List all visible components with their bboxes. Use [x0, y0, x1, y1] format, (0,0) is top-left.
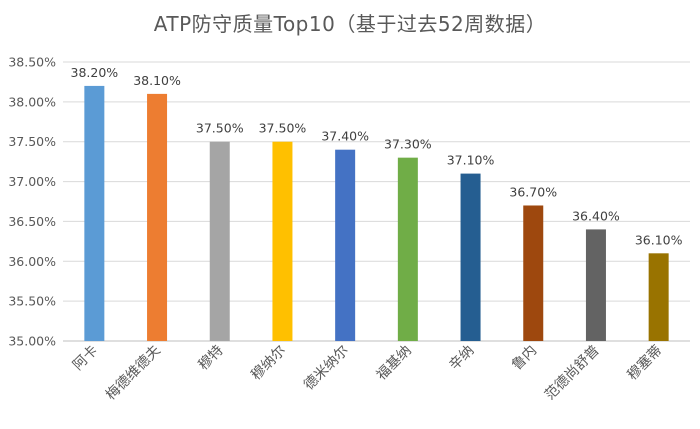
y-tick-label: 36.00% — [8, 254, 56, 269]
bar — [523, 205, 544, 341]
y-tick-label: 35.00% — [8, 334, 56, 349]
bar — [147, 93, 168, 341]
y-tick-label: 36.50% — [8, 214, 56, 229]
data-label: 37.40% — [321, 129, 369, 144]
data-label: 37.50% — [259, 121, 307, 136]
y-tick-label: 37.00% — [8, 174, 56, 189]
data-label: 36.40% — [572, 208, 620, 223]
data-label: 36.10% — [635, 232, 683, 247]
y-tick-label: 37.50% — [8, 134, 56, 149]
y-tick-label: 35.50% — [8, 294, 56, 309]
bar — [84, 85, 105, 342]
bar — [585, 229, 606, 341]
x-tick-label: 穆纳尔 — [248, 343, 289, 384]
x-tick-label: 穆塞蒂 — [624, 342, 666, 384]
x-tick-label: 梅德维德夫 — [103, 343, 164, 404]
y-tick-label: 38.50% — [8, 55, 56, 70]
data-labels: 38.20% 38.10% 37.50% 37.50% 37.40% 37.30% 37.1… — [71, 65, 683, 247]
data-label: 38.20% — [71, 65, 119, 80]
bar — [397, 157, 418, 341]
data-label: 36.70% — [509, 184, 557, 199]
x-axis: 阿卡 梅德维德夫 穆特 穆纳尔 德米纳尔 福基纳 辛纳 鲁内 范德尚舒普 穆塞蒂 — [70, 342, 665, 404]
x-tick-label: 穆特 — [195, 343, 226, 374]
x-tick-label: 德米纳尔 — [301, 343, 352, 394]
y-axis: 35.00% 35.50% 36.00% 36.50% 37.00% 37.50% 38.0… — [8, 55, 56, 349]
x-tick-label: 范德尚舒普 — [541, 342, 603, 404]
grid-lines — [63, 61, 690, 342]
bar — [460, 173, 481, 341]
y-tick-label: 38.00% — [8, 94, 56, 109]
data-label: 37.10% — [447, 153, 495, 168]
data-label: 38.10% — [133, 73, 181, 88]
x-tick-label: 鲁内 — [509, 343, 540, 374]
bars — [84, 85, 669, 342]
bar — [648, 253, 669, 341]
data-label: 37.30% — [384, 137, 432, 152]
x-tick-label: 辛纳 — [446, 343, 477, 374]
bar — [209, 141, 230, 341]
x-tick-label: 福基纳 — [373, 342, 415, 384]
data-label: 37.50% — [196, 121, 244, 136]
chart-title: ATP防守质量Top10（基于过去52周数据） — [153, 12, 547, 36]
bar — [335, 149, 356, 341]
bar — [272, 141, 293, 341]
x-tick-label: 阿卡 — [70, 343, 101, 374]
